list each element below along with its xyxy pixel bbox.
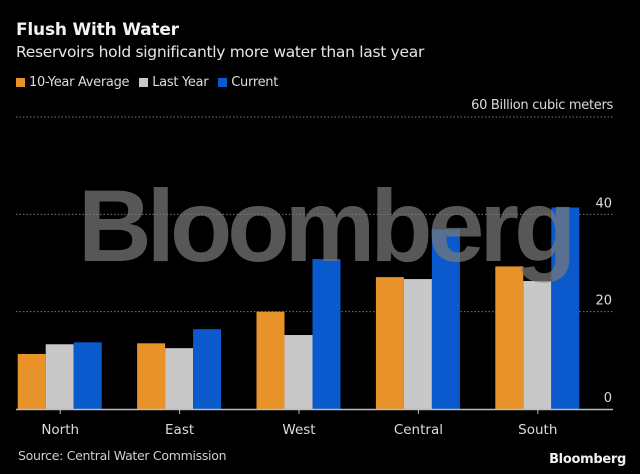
bars	[17, 207, 580, 409]
x-tick-label-south: South	[518, 422, 557, 438]
bar-central-current	[431, 229, 460, 409]
y-tick-label: 40	[595, 196, 612, 211]
legend: 10-Year Average Last Year Current	[16, 75, 278, 90]
y-tick-label: 0	[604, 391, 612, 406]
legend-item-current: Current	[218, 75, 278, 90]
bar-north-last-year	[45, 344, 74, 409]
source-note: Source: Central Water Commission	[18, 448, 227, 463]
legend-item-10-year-average: 10-Year Average	[16, 75, 130, 90]
bar-south-last-year	[523, 281, 552, 409]
legend-swatch-current	[218, 78, 228, 87]
bar-west-10-year-average	[256, 311, 285, 409]
legend-label: Last Year	[152, 75, 209, 90]
y-axis-unit-label: 60 Billion cubic meters	[471, 98, 613, 113]
x-tick-label-east: East	[165, 422, 194, 438]
x-tick-label-north: North	[41, 422, 79, 438]
bar-west-last-year	[284, 335, 313, 409]
legend-swatch-10-year-average	[16, 78, 25, 87]
legend-label: 10-Year Average	[29, 75, 130, 90]
bar-north-current	[73, 342, 102, 409]
bar-west-current	[312, 259, 341, 409]
legend-item-last-year: Last Year	[139, 75, 209, 90]
legend-swatch-last-year	[139, 78, 149, 87]
bar-south-current	[551, 207, 580, 409]
y-tick-label: 20	[595, 294, 612, 309]
x-tick-label-central: Central	[394, 422, 443, 438]
bar-south-10-year-average	[495, 266, 524, 409]
chart-title: Flush With Water	[16, 20, 179, 40]
chart-subtitle: Reservoirs hold significantly more water…	[16, 43, 425, 61]
bar-east-current	[193, 329, 222, 409]
bar-north-10-year-average	[17, 354, 46, 409]
bar-east-last-year	[165, 348, 194, 409]
brand-logo: Bloomberg	[549, 452, 626, 467]
bar-central-last-year	[403, 279, 432, 409]
bar-east-10-year-average	[137, 343, 166, 409]
x-tick-label-west: West	[282, 422, 315, 438]
y-axis-ticks: 0 20 40	[595, 196, 612, 406]
x-axis: North East West Central South	[16, 408, 613, 438]
bar-central-10-year-average	[375, 277, 404, 409]
legend-label: Current	[231, 75, 279, 90]
